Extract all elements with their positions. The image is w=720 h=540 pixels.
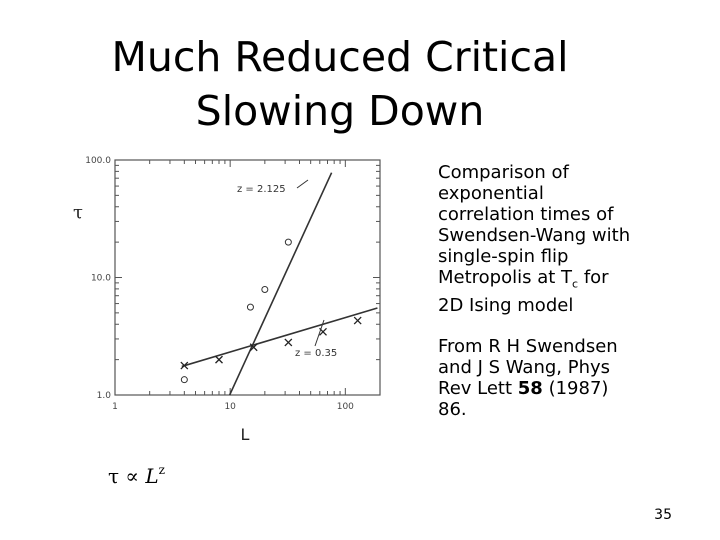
y-tick-label: 1.0 <box>97 391 112 401</box>
source-line-2: and J S Wang, Phys <box>438 356 611 378</box>
formula-exponent: z <box>158 463 165 477</box>
tc-after: for <box>578 267 609 288</box>
fit-leader-metropolis <box>296 179 309 189</box>
scaling-formula: τ ∝ Lz <box>108 463 165 488</box>
formula-lhs: τ ∝ <box>108 464 146 488</box>
x-marker-stroke <box>215 355 223 364</box>
source-citation: From R H Swendsen and J S Wang, Phys Rev… <box>438 336 698 420</box>
metropolis-point <box>180 376 188 384</box>
plot-axes <box>114 159 381 396</box>
slide-description: Comparison of exponential correlation ti… <box>438 162 698 440</box>
desc-line-5: single-spin flip <box>438 246 569 267</box>
fit-leader-swendsen-wang <box>314 319 325 347</box>
swendsen-wang-point <box>249 343 258 352</box>
fit-label-metropolis: z = 2.125 <box>237 184 286 195</box>
fit-line-metropolis <box>228 172 333 396</box>
comparison-text: Comparison of exponential correlation ti… <box>438 162 698 316</box>
x-marker-stroke <box>319 327 327 336</box>
desc-line-2: exponential <box>438 183 544 204</box>
swendsen-wang-point <box>180 361 189 370</box>
source-page: 86. <box>438 398 467 420</box>
x-marker-stroke <box>353 316 362 325</box>
desc-line-3: correlation times of <box>438 204 614 225</box>
desc-line-1: Comparison of <box>438 162 569 183</box>
swendsen-wang-point <box>353 316 362 325</box>
plot-labels: 1 10 100 1.0 10.0 100.0 Lτ z = 2.125 z = 0.35 <box>73 156 354 444</box>
x-tick-label: 1 <box>112 402 118 412</box>
page-number: 35 <box>654 507 672 523</box>
plot-frame <box>114 159 381 396</box>
data-markers <box>180 238 362 384</box>
fit-line-swendsen-wang <box>181 307 378 368</box>
x-marker-stroke <box>249 343 258 352</box>
x-marker-stroke <box>284 338 293 347</box>
y-tick-label: 10.0 <box>91 274 111 284</box>
swendsen-wang-point <box>215 355 223 364</box>
x-tick-label: 100 <box>337 402 354 412</box>
desc-line-4: Swendsen-Wang with <box>438 225 631 246</box>
x-marker-stroke <box>180 361 189 370</box>
desc-line-7: 2D Ising model <box>438 294 574 316</box>
title-line-1: Much Reduced Critical <box>111 33 569 81</box>
formula-L: L <box>145 464 159 488</box>
y-tick-label: 100.0 <box>85 156 111 166</box>
metropolis-point <box>246 303 254 311</box>
slide-title: Much Reduced Critical Slowing Down <box>60 30 620 138</box>
metropolis-point <box>284 238 292 246</box>
source-year: (1987) <box>542 377 609 399</box>
source-line-3: Rev Lett <box>438 377 518 399</box>
desc-line-6: Metropolis at T <box>438 267 573 288</box>
swendsen-wang-point <box>284 338 293 347</box>
fit-lines <box>181 172 378 396</box>
source-line-1: From R H Swendsen <box>438 335 618 357</box>
y-axis-label: τ <box>73 202 83 223</box>
fit-label-swendsen-wang: z = 0.35 <box>295 348 337 359</box>
x-axis-label: L <box>241 425 250 444</box>
title-line-2: Slowing Down <box>195 87 485 135</box>
metropolis-point <box>261 286 269 294</box>
source-volume: 58 <box>517 377 543 399</box>
tc-subscript: c <box>572 277 579 291</box>
correlation-time-plot: 1 10 100 1.0 10.0 100.0 Lτ z = 2.125 z = 0.35 <box>73 156 381 444</box>
x-tick-label: 10 <box>224 402 236 412</box>
